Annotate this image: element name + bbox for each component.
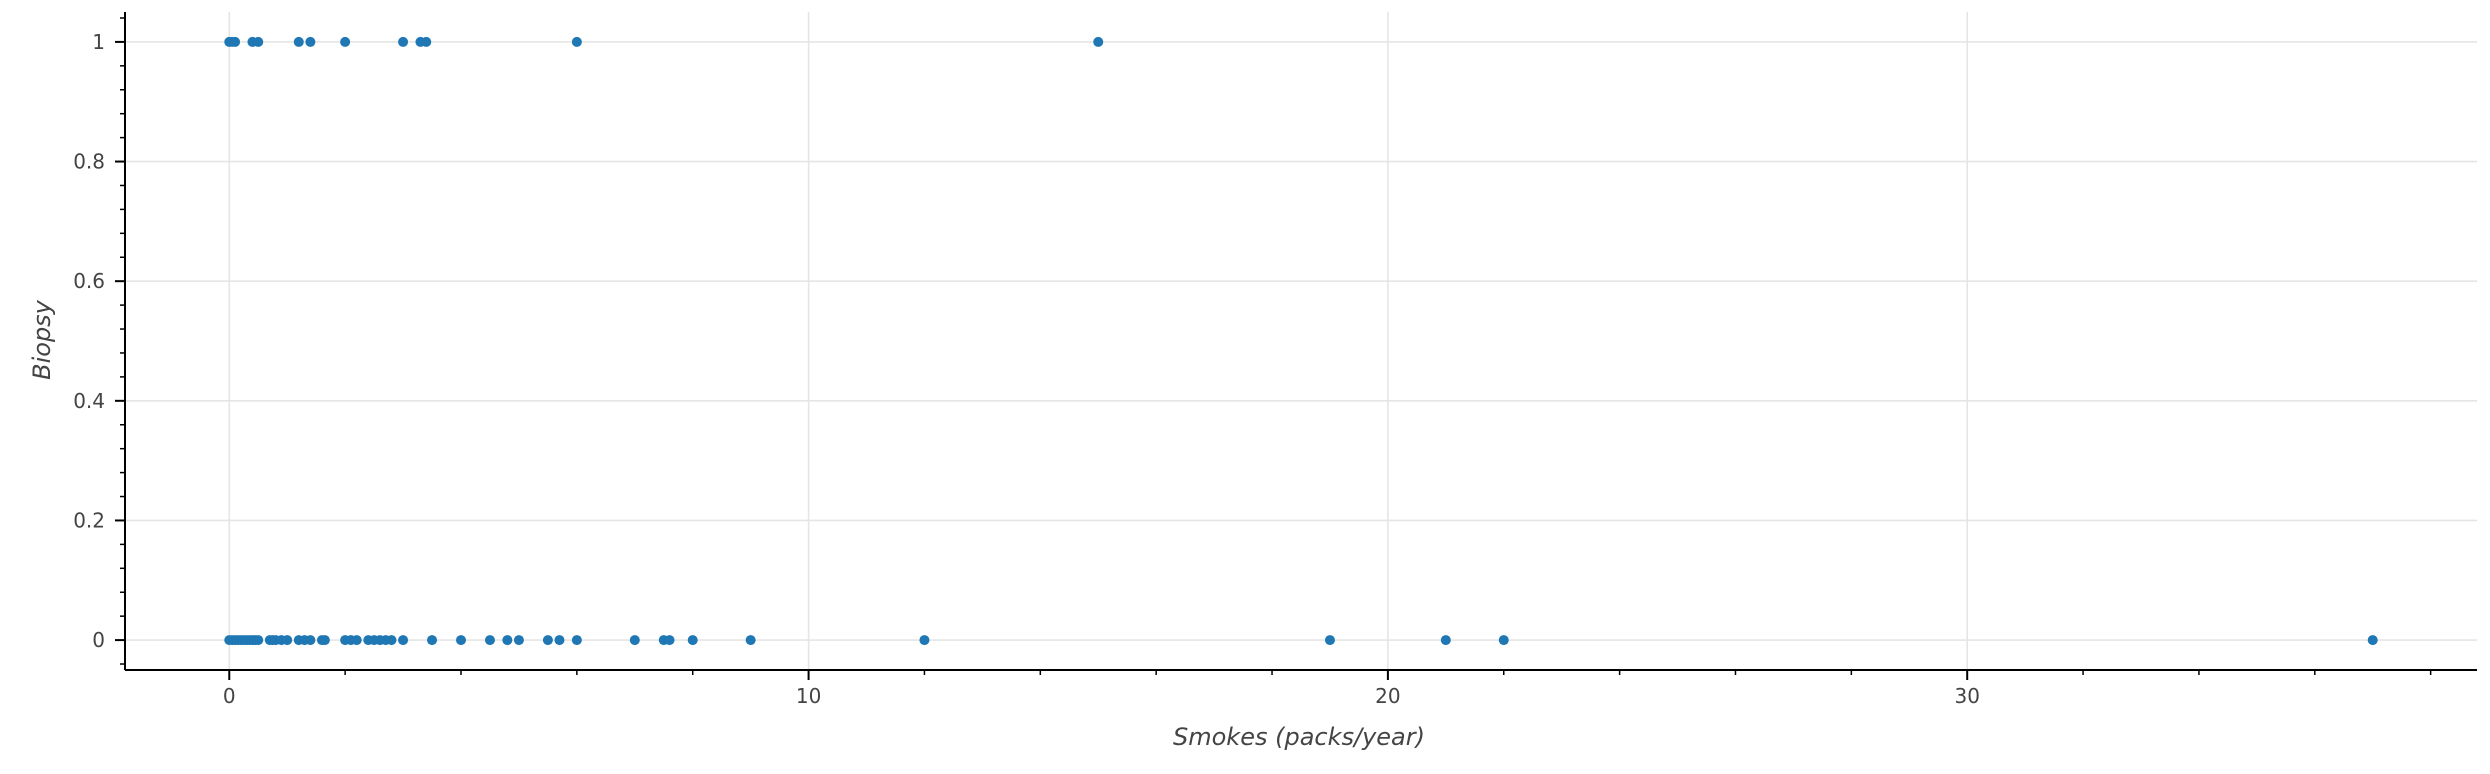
y-tick-label-3: 0.6 (73, 269, 105, 293)
data-point-47 (513, 635, 524, 646)
x-tick-label-0: 0 (223, 684, 236, 708)
data-point-23 (253, 635, 264, 646)
data-point-33 (319, 635, 330, 646)
x-tick-label-3: 30 (1954, 684, 1979, 708)
data-point-49 (554, 635, 565, 646)
data-point-54 (687, 635, 698, 646)
data-point-58 (1440, 635, 1451, 646)
data-point-41 (386, 635, 397, 646)
data-point-51 (629, 635, 640, 646)
data-point-36 (351, 635, 362, 646)
data-point-46 (502, 635, 513, 646)
y-tick-label-4: 0.8 (73, 150, 105, 174)
data-point-6 (305, 36, 316, 47)
y-tick-label-5: 1 (92, 30, 105, 54)
data-point-56 (919, 635, 930, 646)
data-point-57 (1324, 635, 1335, 646)
data-point-12 (1093, 36, 1104, 47)
data-point-53 (664, 635, 675, 646)
data-point-42 (398, 635, 409, 646)
data-point-59 (1498, 635, 1509, 646)
grid-lines (125, 12, 2477, 670)
data-point-28 (282, 635, 293, 646)
data-point-55 (745, 635, 756, 646)
data-point-8 (398, 36, 409, 47)
data-point-31 (305, 635, 316, 646)
data-point-4 (253, 36, 264, 47)
data-point-5 (293, 36, 304, 47)
data-point-60 (2367, 635, 2378, 646)
data-point-44 (456, 635, 466, 646)
x-axis-label: Smokes (packs/year) (1173, 723, 1425, 751)
x-tick-label-2: 20 (1375, 684, 1400, 708)
data-point-10 (421, 36, 432, 47)
y-tick-label-0: 0 (92, 628, 105, 652)
data-point-43 (427, 635, 438, 646)
data-point-48 (542, 635, 553, 646)
data-point-11 (571, 36, 582, 47)
axis-ticks: 0 10 20 30 0 0.2 0.4 0.6 0.8 1 (73, 17, 2432, 708)
y-axis-label: Biopsy (28, 299, 56, 380)
x-tick-label-1: 10 (796, 684, 821, 708)
data-point-7 (340, 36, 351, 47)
data-point-2 (230, 36, 241, 47)
y-tick-label-2: 0.4 (73, 389, 105, 413)
y-tick-label-1: 0.2 (73, 508, 105, 532)
data-points (224, 36, 2378, 646)
data-point-50 (571, 635, 582, 646)
data-point-45 (484, 635, 495, 646)
